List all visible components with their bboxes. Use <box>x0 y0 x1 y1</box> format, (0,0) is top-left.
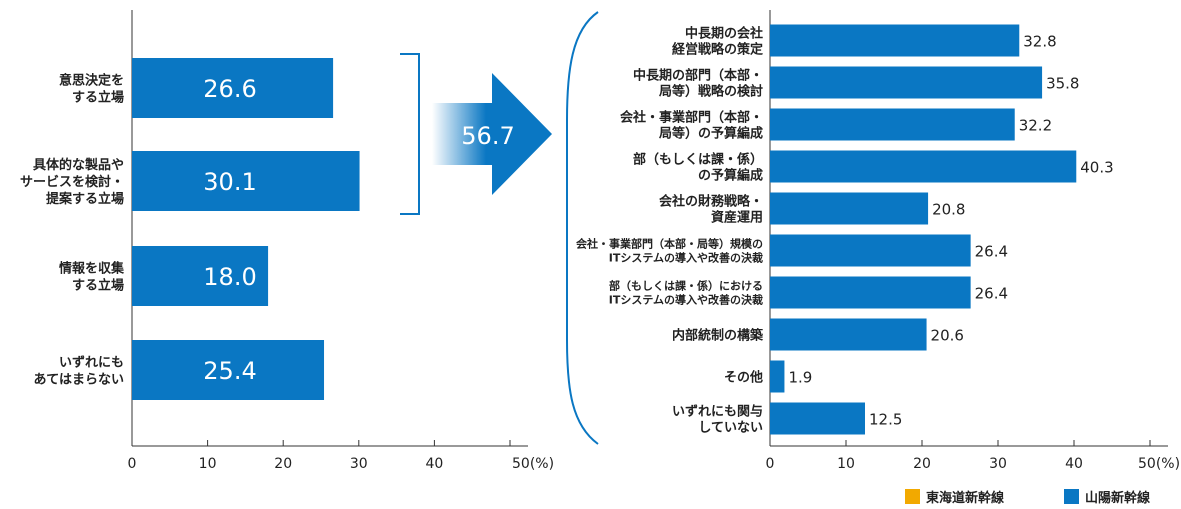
left-bar <box>132 246 269 306</box>
right-category-label: いずれにも関与 <box>672 404 763 420</box>
legend: 東海道新幹線 山陽新幹線 <box>905 489 1151 506</box>
left-bar-chart: 0 10 20 30 40 50(%)26.6意思決定をする立場30.1具体的な製品やサー… <box>20 10 554 472</box>
right-category-label: ITシステムの導入や改善の決裁 <box>609 251 763 265</box>
right-category-label: 会社の財務戦略・ <box>659 194 763 210</box>
right-category-label: 会社・事業部門（本部・ <box>620 110 763 126</box>
right-category-label: 中長期の部門（本部・ <box>633 68 763 84</box>
left-category-label: する立場 <box>72 90 124 106</box>
left-bar-value-label: 26.6 <box>203 75 256 103</box>
left-category-label: いずれにも <box>59 355 124 371</box>
right-category-label: していない <box>698 421 763 436</box>
legend-label: 東海道新幹線 <box>926 490 1005 506</box>
right-category-label: 局等）の予算編成 <box>659 126 763 142</box>
right-x-tick-label: 10 <box>837 456 855 472</box>
left-bar-value-label: 25.4 <box>203 357 256 385</box>
arrow-shape <box>432 73 552 195</box>
left-bar-value-label: 18.0 <box>203 263 256 291</box>
right-bar <box>770 108 1015 141</box>
left-bar <box>132 58 334 118</box>
right-bar-value-label: 20.8 <box>932 201 965 219</box>
right-bar <box>770 234 971 267</box>
right-category-label: 局等）戦略の検討 <box>659 84 763 100</box>
right-category-label: 経営戦略の策定 <box>672 42 763 58</box>
right-bar <box>770 66 1043 99</box>
right-x-tick-label: 30 <box>989 456 1007 472</box>
right-bar-value-label: 32.2 <box>1019 117 1052 135</box>
right-category-label: ITシステムの導入や改善の決裁 <box>609 293 763 307</box>
right-bar <box>770 192 929 225</box>
right-bar-value-label: 1.9 <box>788 369 812 387</box>
right-bar-value-label: 26.4 <box>975 243 1008 261</box>
left-x-tick-label: 0 <box>128 456 137 472</box>
right-category-label: 資産運用 <box>711 210 763 226</box>
bracket <box>400 53 420 215</box>
right-category-label: 部（もしくは課・係）における <box>609 279 763 293</box>
right-category-label: 中長期の会社 <box>685 26 763 42</box>
right-bar-value-label: 35.8 <box>1046 75 1079 93</box>
right-bar <box>770 276 971 309</box>
legend-label: 山陽新幹線 <box>1085 490 1151 506</box>
right-category-label: の予算編成 <box>698 168 763 184</box>
right-bar-value-label: 20.6 <box>931 327 964 345</box>
left-category-label: あてはまらない <box>34 373 124 388</box>
left-bar <box>132 151 360 211</box>
right-bar <box>770 24 1020 57</box>
right-category-label: 内部統制の構築 <box>672 328 764 344</box>
combined-total-arrow: 56.7 <box>400 53 552 215</box>
legend-swatch <box>1064 489 1079 504</box>
right-x-tick-label: 50(%) <box>1138 456 1180 472</box>
left-x-tick-label: 30 <box>350 456 368 472</box>
left-x-tick-label: 10 <box>199 456 217 472</box>
curly-brace <box>566 11 599 445</box>
left-bar <box>132 340 325 400</box>
right-bar-value-label: 32.8 <box>1023 33 1056 51</box>
left-bar-value-label: 30.1 <box>203 168 256 196</box>
left-x-tick-label: 50(%) <box>512 456 554 472</box>
left-x-tick-label: 40 <box>425 456 443 472</box>
right-x-tick-label: 0 <box>766 456 775 472</box>
left-category-label: 情報を収集 <box>59 261 125 277</box>
right-bar-value-label: 12.5 <box>869 411 902 429</box>
right-bar <box>770 360 785 393</box>
right-bar-value-label: 26.4 <box>975 285 1008 303</box>
left-category-label: サービスを検討・ <box>20 174 124 190</box>
right-bar <box>770 318 927 351</box>
right-bar-value-label: 40.3 <box>1080 159 1113 177</box>
left-category-label: 具体的な製品や <box>33 157 124 173</box>
right-category-label: その他 <box>724 370 763 386</box>
right-bar <box>770 150 1077 183</box>
legend-swatch <box>905 489 920 504</box>
left-category-label: 意思決定を <box>59 73 124 89</box>
right-bar <box>770 402 865 435</box>
right-x-tick-label: 20 <box>913 456 931 472</box>
left-category-label: する立場 <box>72 278 124 294</box>
combined-value-label: 56.7 <box>461 122 514 150</box>
right-category-label: 会社・事業部門（本部・局等）規模の <box>576 237 763 251</box>
left-x-tick-label: 20 <box>274 456 292 472</box>
left-category-label: 提案する立場 <box>46 191 124 207</box>
right-x-tick-label: 40 <box>1065 456 1083 472</box>
right-category-label: 部（もしくは課・係） <box>633 152 763 168</box>
